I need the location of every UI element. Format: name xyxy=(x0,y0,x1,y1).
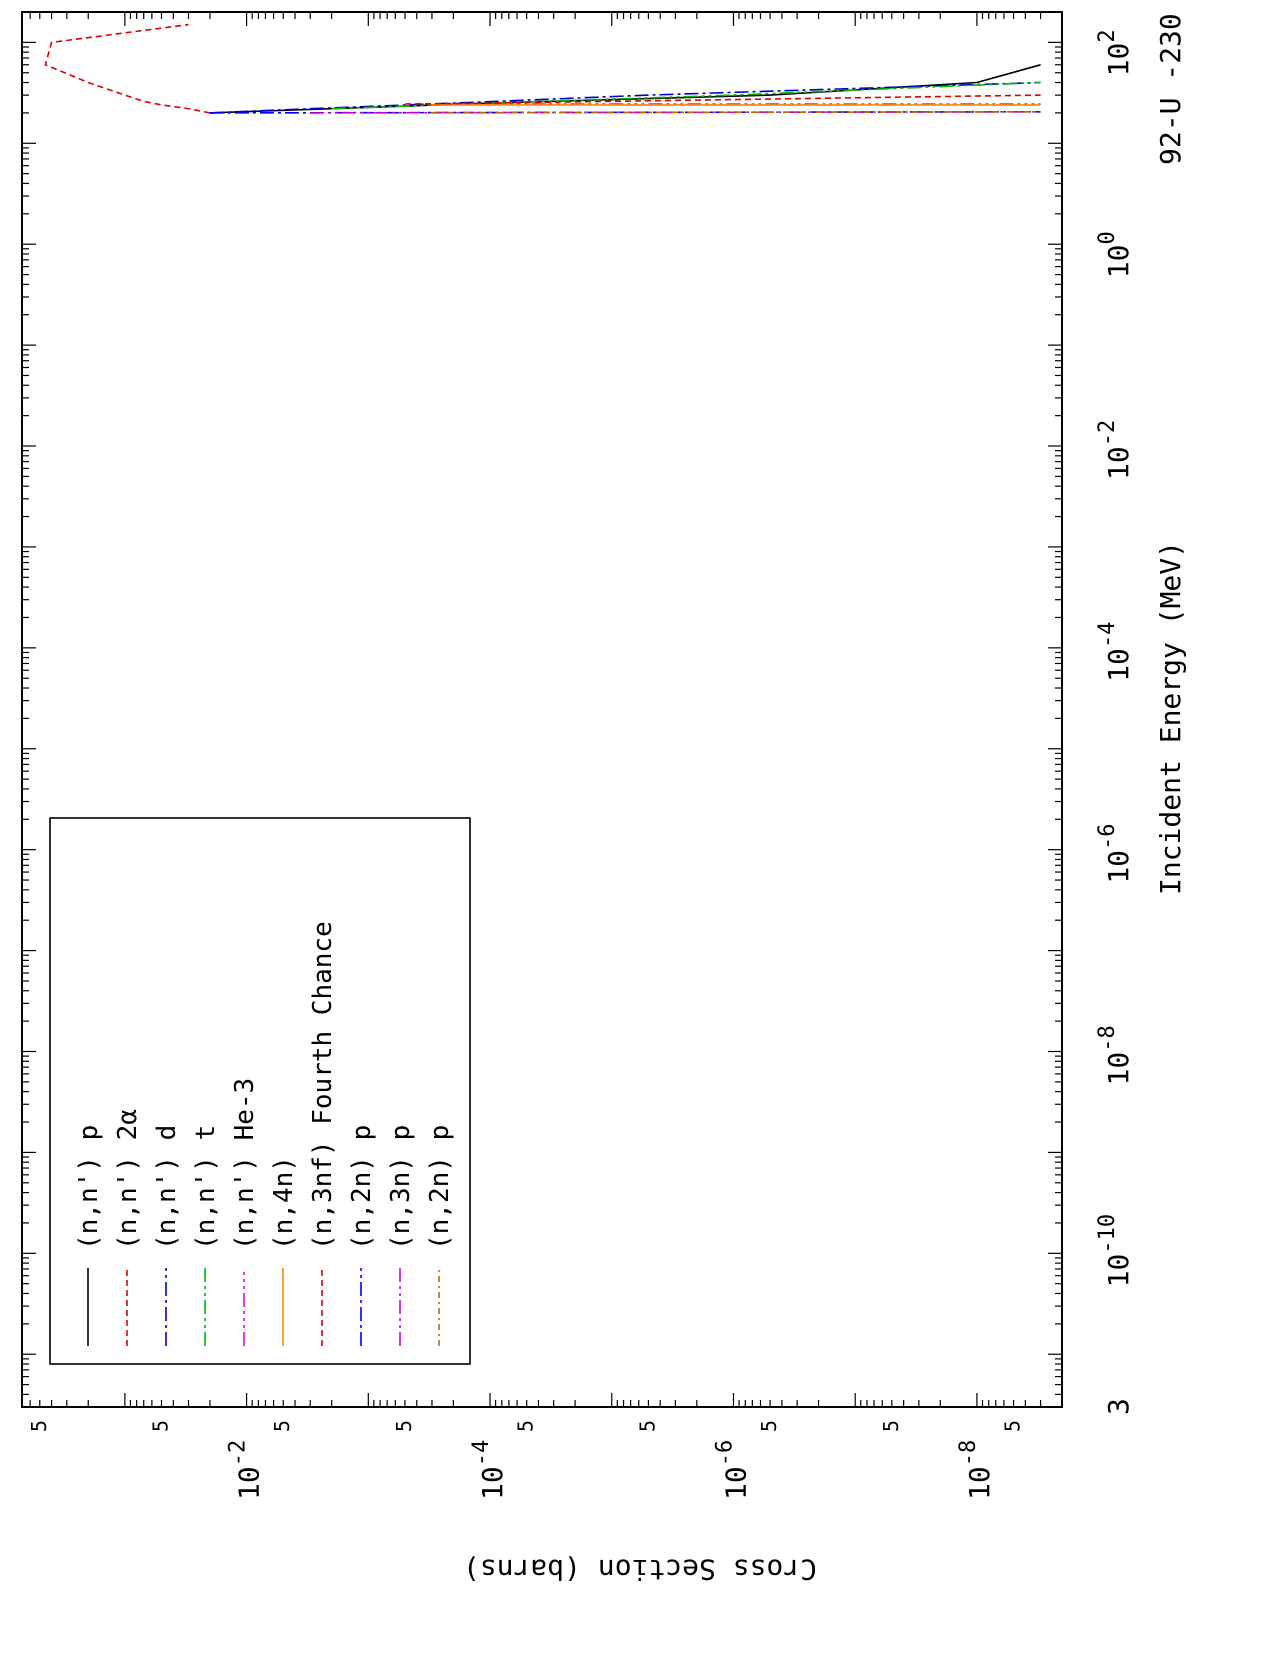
y-tick-label: 10-2 xyxy=(226,1440,266,1500)
chart-title: 92-U -230 xyxy=(1154,13,1187,165)
y-tick-label: 10-4 xyxy=(469,1440,509,1500)
y-five-label: 5 xyxy=(757,1420,781,1432)
x-tick-label: 10-10 xyxy=(1095,1214,1135,1287)
y-tick-label: 10-8 xyxy=(956,1440,996,1500)
series-line-3 xyxy=(209,81,1041,114)
series-line-7 xyxy=(404,94,1041,105)
legend-entry-7: (n,3nf) Fourth Chance xyxy=(308,921,338,1250)
legend-entry-4: (n,n') t xyxy=(191,1125,221,1250)
legend-entry-5: (n,n') He-3 xyxy=(230,1078,260,1250)
series-line-4 xyxy=(331,81,1041,110)
legend-entry-3: (n,n') d xyxy=(152,1125,182,1250)
legend: (n,n') p (n,n') 2α (n,n') d (n,n') t (n,n') … xyxy=(49,817,471,1365)
axis-labels: 10-10 10-8 10-6 10-4 10-2 100 102 3 10-8 10-6 10-4… xyxy=(27,13,1187,1586)
x-tick-label: 10-8 xyxy=(1095,1025,1135,1085)
legend-entry-8: (n,2n) p xyxy=(347,1125,377,1250)
y-five-label: 5 xyxy=(1001,1420,1025,1432)
y-five-label: 5 xyxy=(392,1420,416,1432)
y-axis-title: Cross Section (barns) xyxy=(463,1553,817,1586)
legend-box xyxy=(49,817,471,1365)
y-five-label: 5 xyxy=(514,1420,538,1432)
y-five-label: 5 xyxy=(635,1420,659,1432)
x-tick-label: 100 xyxy=(1095,231,1135,278)
y-five-label: 5 xyxy=(27,1420,51,1432)
series-line-10 xyxy=(431,111,1041,114)
y-five-label: 5 xyxy=(879,1420,903,1432)
legend-entry-6: (n,4n) xyxy=(269,1156,299,1250)
series-line-2 xyxy=(44,23,211,114)
x-tick-label: 3 xyxy=(1102,1398,1135,1415)
y-five-label: 5 xyxy=(149,1420,173,1432)
x-tick-label: 10-2 xyxy=(1095,420,1135,480)
y-five-label: 5 xyxy=(270,1420,294,1432)
legend-entry-10: (n,2n) p xyxy=(425,1125,455,1250)
legend-entry-1: (n,n') p xyxy=(74,1125,104,1250)
x-tick-label: 102 xyxy=(1095,29,1135,76)
x-tick-label: 10-4 xyxy=(1095,622,1135,682)
y-tick-label: 10-6 xyxy=(712,1440,752,1500)
plot-frame xyxy=(21,11,1063,1408)
x-tick-label: 10-6 xyxy=(1095,823,1135,883)
legend-entry-2: (n,n') 2α xyxy=(113,1109,143,1250)
legend-entry-9: (n,3n) p xyxy=(386,1125,416,1250)
series-layer xyxy=(44,23,1041,114)
x-axis-title: Incident Energy (MeV) xyxy=(1154,541,1187,895)
axis-ticks xyxy=(22,11,1063,1408)
